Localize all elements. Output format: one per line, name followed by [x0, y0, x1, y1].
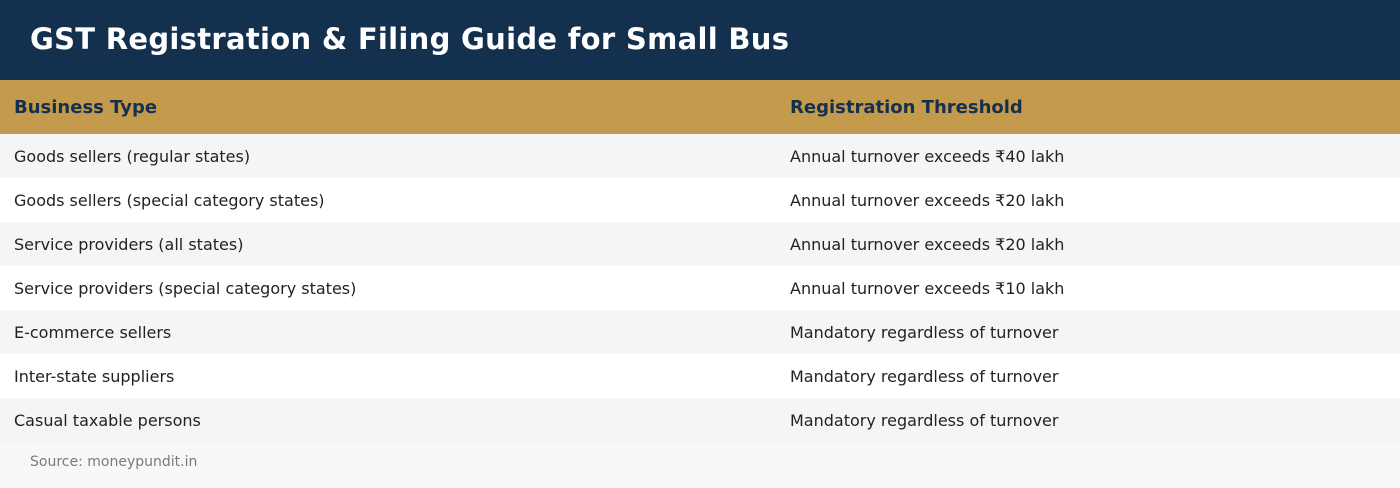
cell-business-type: Service providers (all states) — [14, 234, 244, 254]
table-row: Service providers (all states) Annual tu… — [0, 222, 1400, 266]
registration-table: Business Type Registration Threshold Goo… — [0, 80, 1400, 442]
table-row: Goods sellers (special category states) … — [0, 178, 1400, 222]
source-note: Source: moneypundit.in — [30, 454, 198, 470]
cell-registration-threshold: Mandatory regardless of turnover — [790, 410, 1059, 430]
cell-business-type: Goods sellers (regular states) — [14, 146, 251, 166]
table-row: Casual taxable persons Mandatory regardl… — [0, 398, 1400, 442]
cell-business-type: Inter-state suppliers — [14, 366, 175, 386]
cell-registration-threshold: Annual turnover exceeds ₹10 lakh — [790, 278, 1065, 298]
table-header: Business Type Registration Threshold — [0, 80, 1400, 134]
column-header-registration-threshold: Registration Threshold — [790, 96, 1023, 118]
table-row: Goods sellers (regular states) Annual tu… — [0, 134, 1400, 178]
page-title: GST Registration & Filing Guide for Smal… — [30, 22, 790, 56]
cell-registration-threshold: Annual turnover exceeds ₹20 lakh — [790, 190, 1065, 210]
cell-registration-threshold: Annual turnover exceeds ₹40 lakh — [790, 146, 1065, 166]
table-row: Inter-state suppliers Mandatory regardle… — [0, 354, 1400, 398]
cell-business-type: Service providers (special category stat… — [14, 278, 357, 298]
table-row: E-commerce sellers Mandatory regardless … — [0, 310, 1400, 354]
table-header-row: Business Type Registration Threshold — [0, 80, 1400, 134]
cell-business-type: Casual taxable persons — [14, 410, 201, 430]
cell-registration-threshold: Mandatory regardless of turnover — [790, 322, 1059, 342]
cell-business-type: Goods sellers (special category states) — [14, 190, 325, 210]
cell-registration-threshold: Mandatory regardless of turnover — [790, 366, 1059, 386]
title-bar: GST Registration & Filing Guide for Smal… — [0, 0, 1400, 80]
table-row: Service providers (special category stat… — [0, 266, 1400, 310]
cell-registration-threshold: Annual turnover exceeds ₹20 lakh — [790, 234, 1065, 254]
cell-business-type: E-commerce sellers — [14, 322, 172, 342]
column-header-business-type: Business Type — [14, 96, 158, 118]
table-body: Goods sellers (regular states) Annual tu… — [0, 134, 1400, 442]
